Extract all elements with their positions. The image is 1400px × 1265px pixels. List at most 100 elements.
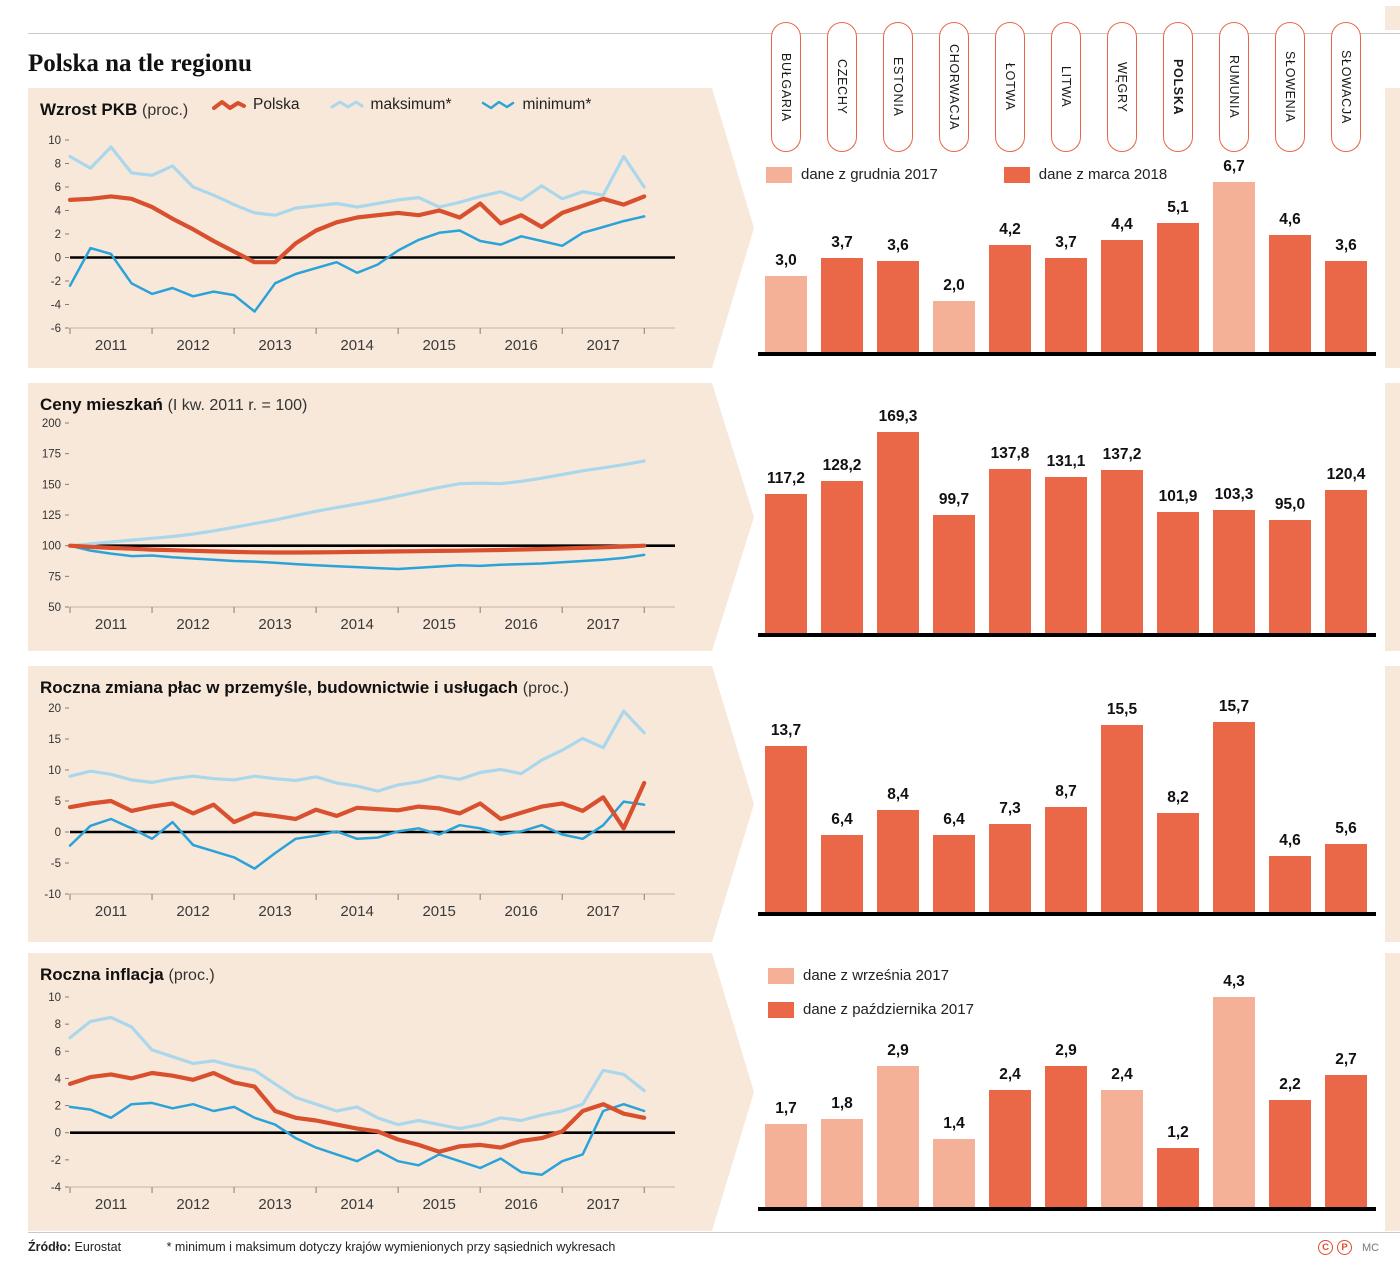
- bar-czechy: [821, 1119, 863, 1207]
- bar-estonia: [877, 810, 919, 912]
- y-tick-label: -2: [51, 276, 61, 288]
- panel-background-arrow: [28, 953, 754, 1231]
- y-tick-label: 10: [48, 992, 61, 1004]
- panel-subtitle: (proc.): [168, 967, 215, 984]
- country-pill-6: LITWA: [1051, 22, 1081, 152]
- bar-value-label: 169,3: [878, 408, 918, 425]
- footnote: * minimum i maksimum dotyczy krajów wymi…: [166, 1240, 616, 1254]
- bar-value-label: 13,7: [770, 722, 802, 740]
- bar-value-label: 1,2: [1167, 1124, 1189, 1142]
- bar-słowenia: [1269, 1099, 1311, 1207]
- credits: C P MC: [1318, 1240, 1379, 1255]
- bar-value-label: 2,7: [1335, 1051, 1357, 1069]
- bar-value-label: 3,0: [775, 251, 797, 269]
- country-pill-label: BUŁGARIA: [779, 52, 793, 122]
- maksimum-line-icon: [330, 100, 364, 109]
- bar-value-label: 8,4: [887, 786, 909, 804]
- panel-background-arrow: [28, 383, 754, 651]
- y-tick-label: 75: [48, 571, 61, 583]
- country-pill-label: LITWA: [1059, 66, 1073, 108]
- bar-litwa: [1045, 806, 1087, 912]
- legend-label: dane z września 2017: [803, 967, 949, 984]
- panel-subtitle: (proc.): [522, 680, 569, 697]
- country-pill-label: CZECHY: [835, 59, 849, 115]
- series-minimum: [68, 800, 646, 870]
- country-pill-label: SŁOWENIA: [1283, 51, 1297, 123]
- footer: Źródło: Eurostat * minimum i maksimum do…: [28, 1240, 615, 1254]
- legend-label: dane z grudnia 2017: [801, 166, 938, 183]
- y-tick-label: 0: [55, 827, 61, 839]
- credits-initials: MC: [1362, 1241, 1380, 1254]
- country-pill-label: SŁOWACJA: [1339, 50, 1353, 124]
- x-tick-label: 2012: [176, 903, 209, 920]
- country-pill-label: ŁOTWA: [1003, 63, 1017, 111]
- bar-węgry: [1101, 240, 1143, 352]
- bar-value-label: 4,6: [1279, 211, 1301, 229]
- polska-line-icon: [212, 100, 246, 110]
- country-pill-2: CZECHY: [827, 22, 857, 152]
- y-tick-label: 8: [55, 1019, 61, 1031]
- bar-value-label: 15,5: [1106, 700, 1138, 718]
- y-tick-label: 50: [48, 602, 61, 614]
- copyright-p-icon: P: [1337, 1240, 1352, 1255]
- legend-label: minimum*: [522, 96, 592, 113]
- legend-label: maksimum*: [370, 96, 452, 113]
- line-chart-mieszkania: 200 175 150 125 100 75 50 2011 2012 2013 2014 2015 2…: [42, 418, 675, 633]
- legend-item-minimum: minimum*: [481, 96, 591, 114]
- bar-bułgaria: [765, 493, 807, 633]
- bar-słowacja: [1325, 1075, 1367, 1207]
- x-tick-label: 2015: [422, 616, 455, 633]
- x-tick-label: 2012: [176, 1196, 209, 1213]
- bar-litwa: [1045, 477, 1087, 633]
- country-pill-5: ŁOTWA: [995, 22, 1025, 152]
- bar-value-label: 131,1: [1046, 453, 1086, 471]
- source-label: Źródło:: [28, 1240, 72, 1254]
- bar-value-label: 2,2: [1279, 1075, 1301, 1093]
- bar-litwa: [1045, 258, 1087, 352]
- x-tick-label: 2014: [340, 1196, 373, 1213]
- bar-value-label: 99,7: [938, 490, 970, 508]
- bar-value-label: 5,1: [1167, 198, 1189, 216]
- bar-baseline: [758, 912, 1376, 916]
- y-tick-label: -4: [51, 1182, 62, 1194]
- x-tick-label: 2017: [587, 1196, 620, 1213]
- bar-legend-dark: dane z października 2017: [768, 1001, 974, 1018]
- top-right-strip: [1385, 6, 1400, 30]
- series-minimum: [68, 1101, 646, 1177]
- series-minimum: [68, 544, 646, 571]
- bar-value-label: 5,6: [1335, 820, 1357, 838]
- bar-value-label: 3,6: [1335, 236, 1357, 254]
- y-tick-label: 150: [42, 479, 61, 491]
- footer-rule: [28, 1232, 1400, 1233]
- y-tick-label: -4: [51, 300, 62, 312]
- bar-value-label: 6,7: [1223, 157, 1245, 175]
- bar-węgry: [1101, 470, 1143, 633]
- bar-węgry: [1101, 724, 1143, 912]
- bar-chart-inflacja: 1,7 1,8 2,9 1,4 2,4 2,9 2,4 1,2 4,3 2,2 2,7: [0, 953, 1400, 1231]
- bar-value-label: 137,8: [990, 445, 1030, 463]
- series-polska: [67, 194, 647, 265]
- bar-value-label: 120,4: [1326, 466, 1366, 484]
- bar-chart-place: 13,7 6,4 8,4 6,4 7,3 8,7 15,5 8,2 15,7 4,6 5,6: [0, 666, 1400, 942]
- y-tick-label: 6: [55, 182, 61, 194]
- bar-słowenia: [1269, 235, 1311, 352]
- bar-słowacja: [1325, 490, 1367, 633]
- bar-słowacja: [1325, 260, 1367, 352]
- bar-value-label: 15,7: [1218, 698, 1250, 715]
- bar-łotwa: [989, 245, 1031, 352]
- bar-value-label: 117,2: [767, 469, 805, 487]
- top-rule: [28, 33, 1400, 34]
- bar-value-label: 1,7: [775, 1100, 797, 1117]
- panel-title: Roczna zmiana płac w przemyśle, budownic…: [40, 678, 569, 698]
- bar-value-label: 3,7: [831, 234, 853, 251]
- country-pill-label: CHORWACJA: [947, 43, 961, 131]
- panel-right-strip: [1385, 383, 1400, 651]
- bar-value-label: 7,3: [999, 799, 1021, 817]
- bar-baseline: [758, 633, 1376, 637]
- bar-value-label: 128,2: [822, 456, 862, 474]
- bar-value-label: 2,4: [999, 1065, 1021, 1083]
- y-tick-label: 0: [55, 253, 61, 265]
- y-tick-label: 200: [42, 418, 61, 430]
- panel-background-arrow: [28, 88, 754, 368]
